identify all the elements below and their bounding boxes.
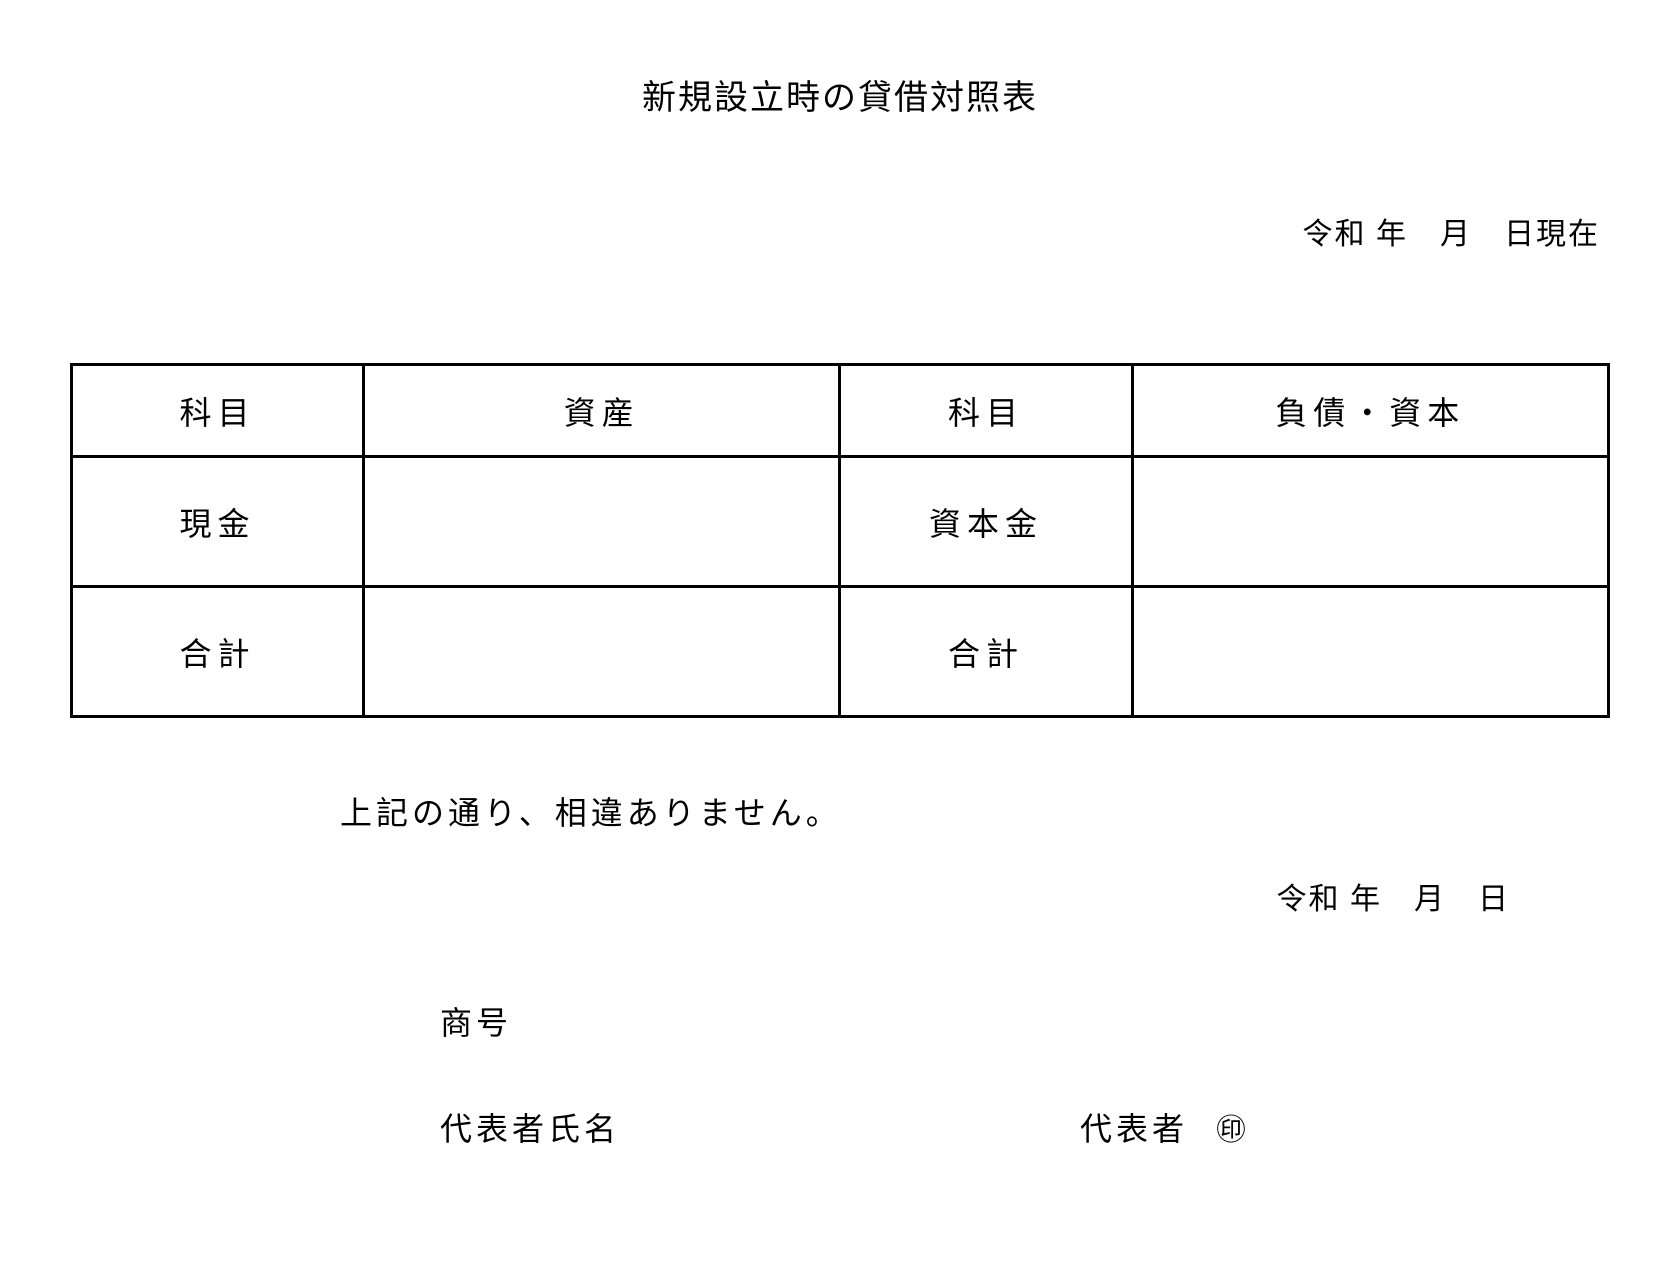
table-cell	[1132, 457, 1609, 587]
table-cell: 現金	[72, 457, 364, 587]
page: 新規設立時の貸借対照表 令和 年 月 日現在 科目 資産 科目 負債・資本 現金…	[0, 0, 1680, 1278]
table-header-cell: 資産	[364, 365, 840, 457]
seal-icon: ㊞	[1216, 1105, 1246, 1149]
date-as-of: 令和 年 月 日現在	[70, 209, 1610, 253]
trade-name-field: 商号	[440, 998, 1610, 1044]
balance-sheet-table: 科目 資産 科目 負債・資本 現金 資本金 合計 合計	[70, 363, 1610, 718]
attestation-text: 上記の通り、相違ありません。	[340, 788, 1610, 834]
table-cell: 合計	[72, 587, 364, 717]
table-cell	[364, 457, 840, 587]
table-cell: 合計	[840, 587, 1132, 717]
representative-name-label: 代表者氏名	[440, 1104, 620, 1150]
table-cell	[364, 587, 840, 717]
table-cell: 資本金	[840, 457, 1132, 587]
signature-date: 令和 年 月 日	[70, 874, 1610, 918]
representative-seal-area: 代表者 ㊞	[1080, 1104, 1246, 1150]
table-row: 現金 資本金	[72, 457, 1609, 587]
table-header-row: 科目 資産 科目 負債・資本	[72, 365, 1609, 457]
table-header-cell: 科目	[72, 365, 364, 457]
representative-field: 代表者氏名 代表者 ㊞	[440, 1104, 1610, 1150]
trade-name-label: 商号	[440, 1005, 512, 1041]
representative-label: 代表者	[1080, 1104, 1188, 1150]
table-header-cell: 科目	[840, 365, 1132, 457]
table-cell	[1132, 587, 1609, 717]
document-title: 新規設立時の貸借対照表	[70, 70, 1610, 119]
table-header-cell: 負債・資本	[1132, 365, 1609, 457]
table-row: 合計 合計	[72, 587, 1609, 717]
